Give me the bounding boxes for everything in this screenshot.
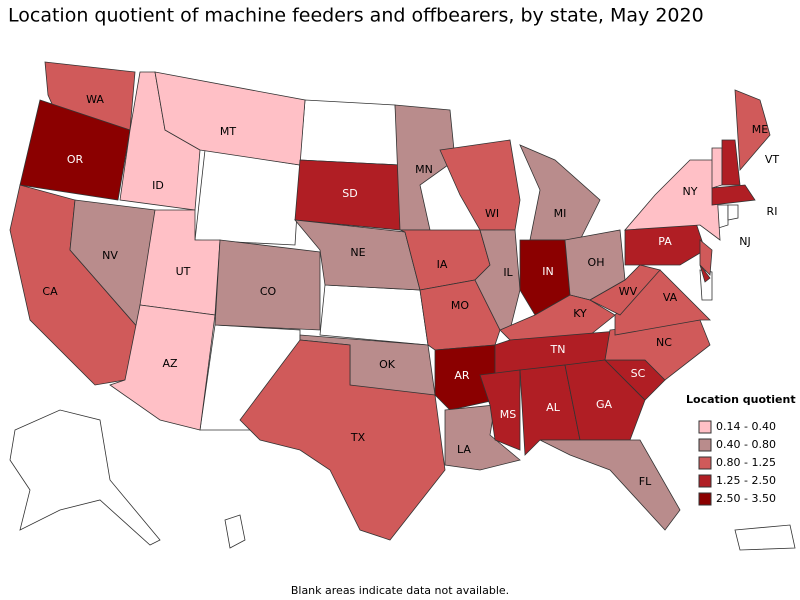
state-shape	[194, 149, 301, 246]
state-label: IA	[437, 258, 448, 271]
state-label: ME	[752, 123, 768, 136]
legend-swatch	[698, 474, 712, 488]
state-shape	[699, 239, 713, 276]
state-label: OR	[67, 153, 84, 166]
state-label: WV	[619, 285, 638, 298]
legend-label: 1.25 - 2.50	[716, 474, 776, 487]
state-label: AR	[454, 369, 470, 382]
legend-label: 0.80 - 1.25	[716, 456, 776, 469]
state-label: OK	[379, 358, 396, 371]
state-shape	[434, 344, 496, 411]
state-shape	[711, 147, 723, 189]
state-label: IL	[503, 266, 513, 279]
state-label: MN	[415, 163, 433, 176]
state-label: CO	[260, 285, 277, 298]
state-label: TX	[350, 431, 366, 444]
state-label: IN	[542, 265, 553, 278]
state-shape	[721, 139, 741, 186]
state-label: CA	[42, 285, 58, 298]
state-label: AZ	[162, 357, 178, 370]
state-shape	[109, 304, 216, 431]
state-shape	[19, 99, 131, 201]
state-shape	[154, 71, 306, 166]
legend-label: 0.40 - 0.80	[716, 438, 776, 451]
legend-swatch	[698, 456, 712, 470]
legend-label: 0.14 - 0.40	[716, 420, 776, 433]
state-label: MA	[771, 189, 788, 202]
state-label: WA	[86, 93, 104, 106]
legend-swatch	[698, 438, 712, 452]
state-shape	[589, 264, 661, 316]
state-label: NE	[350, 246, 365, 259]
state-label: NV	[102, 249, 118, 262]
state-label: TN	[550, 343, 566, 356]
legend-swatch	[698, 492, 712, 506]
state-label: ID	[152, 179, 164, 192]
state-label: VA	[663, 291, 678, 304]
state-label: OH	[588, 256, 605, 269]
state-label: NY	[683, 185, 698, 198]
state-shape	[727, 204, 739, 221]
map-title: Location quotient of machine feeders and…	[8, 5, 704, 27]
legend-title: Location quotient	[686, 393, 796, 406]
state-label: MI	[554, 207, 567, 220]
state-shape	[519, 144, 601, 241]
state-label: SD	[342, 187, 357, 200]
state-shape	[319, 284, 429, 346]
state-label: NC	[656, 336, 672, 349]
state-label: MT	[220, 125, 236, 138]
state-label: WI	[485, 207, 499, 220]
state-label: AL	[546, 401, 561, 414]
legend-label: 2.50 - 3.50	[716, 492, 776, 505]
state-shape	[224, 514, 246, 549]
legend-swatch	[698, 420, 712, 434]
state-label: MS	[500, 408, 516, 421]
state-label: UT	[176, 265, 191, 278]
state-shape	[479, 369, 521, 451]
state-label: PA	[658, 235, 672, 248]
state-label: LA	[457, 443, 471, 456]
state-label: DE	[737, 258, 752, 271]
state-shape	[9, 409, 161, 546]
state-shape	[214, 239, 321, 331]
state-label: KY	[573, 307, 587, 320]
state-shape	[711, 184, 756, 206]
state-label: MO	[451, 299, 469, 312]
state-label: GA	[596, 398, 613, 411]
state-shape	[294, 219, 421, 291]
state-label: FL	[639, 475, 652, 488]
state-shape	[734, 524, 796, 551]
footnote: Blank areas indicate data not available.	[291, 584, 509, 597]
state-shape	[734, 89, 771, 172]
state-shape	[699, 264, 711, 283]
state-label: NJ	[739, 235, 750, 248]
state-label: NH	[767, 171, 784, 184]
state-shape	[439, 139, 521, 231]
states: WA OR CA NV ID MT UT AZ CO SD NE OK TX MN IA MO AR LA WI IL…	[9, 61, 789, 541]
state-label: SC	[631, 367, 646, 380]
legend: Location quotient 0.14 - 0.40 0.40 - 0.80…	[686, 393, 796, 506]
state-label: RI	[767, 205, 778, 218]
state-shape	[299, 99, 401, 166]
state-shape	[539, 439, 681, 531]
state-shape	[239, 339, 446, 541]
state-label: VT	[765, 153, 780, 166]
